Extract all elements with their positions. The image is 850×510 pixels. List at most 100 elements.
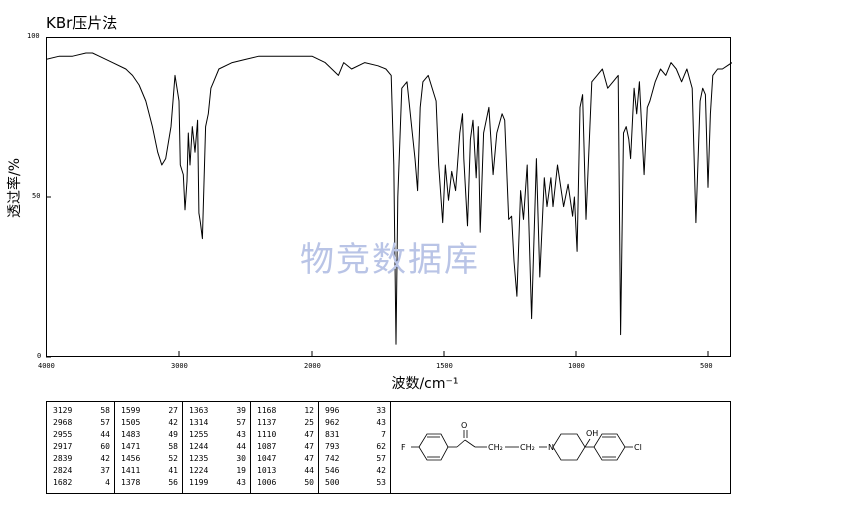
peak-wavenumber: 1411 bbox=[121, 466, 141, 475]
peak-transmittance: 62 bbox=[376, 442, 386, 451]
peak-transmittance: 42 bbox=[376, 466, 386, 475]
peak-wavenumber: 1682 bbox=[53, 478, 73, 487]
peak-wavenumber: 3129 bbox=[53, 406, 73, 415]
watermark-text: 物竞数据库 bbox=[300, 240, 480, 280]
peak-wavenumber: 1047 bbox=[257, 454, 277, 463]
peak-wavenumber: 1456 bbox=[121, 454, 141, 463]
peak-wavenumber: 1505 bbox=[121, 418, 141, 427]
peak-transmittance: 47 bbox=[304, 454, 314, 463]
peak-transmittance: 56 bbox=[168, 478, 178, 487]
peak-transmittance: 37 bbox=[100, 466, 110, 475]
peak-table-row: 1599 27 bbox=[121, 405, 178, 417]
peak-table-row: 1235 30 bbox=[189, 453, 246, 465]
peak-wavenumber: 2917 bbox=[53, 442, 73, 451]
y-tick-label: 100 bbox=[27, 32, 40, 40]
peak-table-row: 1471 58 bbox=[121, 441, 178, 453]
group-ch2-a: CH₂ bbox=[488, 443, 503, 452]
peak-wavenumber: 742 bbox=[325, 454, 340, 463]
peak-transmittance: 58 bbox=[100, 406, 110, 415]
peak-transmittance: 50 bbox=[304, 478, 314, 487]
peak-transmittance: 47 bbox=[304, 442, 314, 451]
peak-wavenumber: 1599 bbox=[121, 406, 141, 415]
peak-table-column: 1599 27 1505 42 1483 49 1471 58 1456 52 1411 41 1378… bbox=[115, 402, 183, 493]
peak-wavenumber: 1199 bbox=[189, 478, 209, 487]
peak-transmittance: 44 bbox=[304, 466, 314, 475]
x-tick-label: 3000 bbox=[171, 362, 188, 370]
peak-transmittance: 58 bbox=[168, 442, 178, 451]
peak-wavenumber: 500 bbox=[325, 478, 340, 487]
peak-wavenumber: 1110 bbox=[257, 430, 277, 439]
plot-frame bbox=[46, 37, 731, 357]
peak-table-row: 1244 44 bbox=[189, 441, 246, 453]
axis-ticks bbox=[46, 37, 709, 358]
peak-table-column: 1363 39 1314 57 1255 43 1244 44 1235 30 1224 19 1199… bbox=[183, 402, 251, 493]
peak-wavenumber: 1006 bbox=[257, 478, 277, 487]
peak-table-row: 2968 57 bbox=[53, 417, 110, 429]
y-axis-label: 透过率/% bbox=[7, 157, 23, 218]
peak-table-row: 1087 47 bbox=[257, 441, 314, 453]
peak-table-row: 1006 50 bbox=[257, 477, 314, 489]
peak-wavenumber: 2968 bbox=[53, 418, 73, 427]
peak-table-column: 1168 12 1137 25 1110 47 1087 47 1047 47 1013 44 1006… bbox=[251, 402, 319, 493]
peak-transmittance: 57 bbox=[236, 418, 246, 427]
x-tick-label: 500 bbox=[700, 362, 713, 370]
peak-wavenumber: 1483 bbox=[121, 430, 141, 439]
peak-wavenumber: 1471 bbox=[121, 442, 141, 451]
structure-panel: F O CH₂ CH₂ N OH Cl bbox=[389, 401, 731, 494]
peak-table-row: 996 33 bbox=[325, 405, 386, 417]
peak-wavenumber: 546 bbox=[325, 466, 340, 475]
peak-table-row: 962 43 bbox=[325, 417, 386, 429]
peak-wavenumber: 1087 bbox=[257, 442, 277, 451]
peak-transmittance: 7 bbox=[381, 430, 386, 439]
peak-wavenumber: 1137 bbox=[257, 418, 277, 427]
peak-transmittance: 43 bbox=[236, 430, 246, 439]
peak-table-row: 1199 43 bbox=[189, 477, 246, 489]
peak-wavenumber: 831 bbox=[325, 430, 340, 439]
peak-transmittance: 43 bbox=[376, 418, 386, 427]
peak-transmittance: 27 bbox=[168, 406, 178, 415]
chart-title: KBr压片法 bbox=[46, 14, 118, 32]
peak-table-row: 2824 37 bbox=[53, 465, 110, 477]
peak-transmittance: 42 bbox=[100, 454, 110, 463]
peak-table: 3129 58 2968 57 2955 44 2917 60 2839 42 2824 37 1682… bbox=[46, 401, 391, 494]
peak-table-row: 546 42 bbox=[325, 465, 386, 477]
group-oh: OH bbox=[586, 429, 598, 438]
peak-wavenumber: 1013 bbox=[257, 466, 277, 475]
peak-table-column: 996 33 962 43 831 7 793 62 742 57 546 42 500 53 bbox=[319, 402, 390, 493]
peak-transmittance: 12 bbox=[304, 406, 314, 415]
peak-transmittance: 41 bbox=[168, 466, 178, 475]
peak-transmittance: 42 bbox=[168, 418, 178, 427]
peak-table-row: 1483 49 bbox=[121, 429, 178, 441]
peak-table-row: 1137 25 bbox=[257, 417, 314, 429]
peak-table-row: 1363 39 bbox=[189, 405, 246, 417]
peak-table-row: 1255 43 bbox=[189, 429, 246, 441]
peak-wavenumber: 1363 bbox=[189, 406, 209, 415]
y-tick-label: 50 bbox=[32, 192, 41, 200]
peak-table-row: 1505 42 bbox=[121, 417, 178, 429]
peak-wavenumber: 1378 bbox=[121, 478, 141, 487]
peak-wavenumber: 1244 bbox=[189, 442, 209, 451]
peak-transmittance: 33 bbox=[376, 406, 386, 415]
peak-table-row: 742 57 bbox=[325, 453, 386, 465]
peak-table-row: 1047 47 bbox=[257, 453, 314, 465]
group-ch2-b: CH₂ bbox=[520, 443, 535, 452]
peak-transmittance: 49 bbox=[168, 430, 178, 439]
atom-f: F bbox=[401, 443, 406, 452]
x-tick-label: 1000 bbox=[568, 362, 585, 370]
peak-transmittance: 44 bbox=[236, 442, 246, 451]
peak-table-row: 1224 19 bbox=[189, 465, 246, 477]
peak-transmittance: 19 bbox=[236, 466, 246, 475]
peak-table-row: 2839 42 bbox=[53, 453, 110, 465]
peak-transmittance: 44 bbox=[100, 430, 110, 439]
peak-wavenumber: 996 bbox=[325, 406, 340, 415]
peak-wavenumber: 2824 bbox=[53, 466, 73, 475]
peak-transmittance: 53 bbox=[376, 478, 386, 487]
atom-n: N bbox=[548, 443, 554, 452]
peak-wavenumber: 2839 bbox=[53, 454, 73, 463]
peak-table-row: 2955 44 bbox=[53, 429, 110, 441]
peak-transmittance: 39 bbox=[236, 406, 246, 415]
y-tick-label: 0 bbox=[37, 352, 42, 360]
peak-wavenumber: 1255 bbox=[189, 430, 209, 439]
peak-table-row: 3129 58 bbox=[53, 405, 110, 417]
peak-transmittance: 25 bbox=[304, 418, 314, 427]
